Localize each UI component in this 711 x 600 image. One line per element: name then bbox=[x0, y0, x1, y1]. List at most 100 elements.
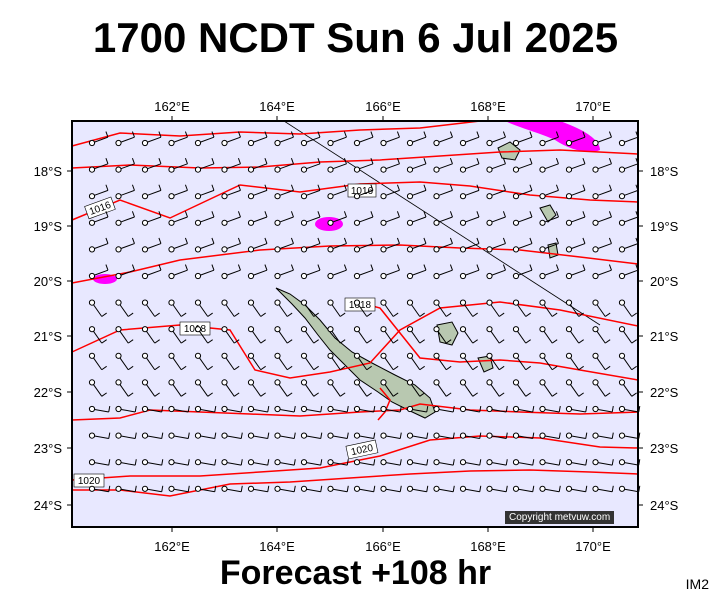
wind-barb bbox=[486, 237, 506, 253]
wind-barb bbox=[88, 264, 109, 280]
wind-barb bbox=[194, 184, 215, 200]
wind-barb bbox=[565, 299, 584, 317]
wind-barb bbox=[406, 237, 427, 253]
wind-barb bbox=[141, 485, 164, 493]
wind-barb bbox=[592, 184, 612, 200]
wind-barb bbox=[380, 432, 402, 440]
lat-tick-label: 24°S bbox=[650, 498, 679, 513]
lat-tick-label: 23°S bbox=[34, 441, 63, 456]
isobar-label: 1018 bbox=[349, 300, 372, 311]
wind-barb bbox=[512, 352, 531, 371]
wind-barb bbox=[115, 485, 137, 493]
wind-barb bbox=[168, 184, 188, 200]
wind-barb bbox=[327, 432, 349, 440]
wind-barb bbox=[459, 485, 482, 493]
wind-barb bbox=[327, 131, 347, 147]
isobar bbox=[71, 244, 639, 284]
wind-barb bbox=[327, 157, 347, 173]
wind-barb bbox=[406, 264, 427, 280]
lon-tick-label: 170°E bbox=[575, 99, 611, 114]
wind-barb bbox=[194, 264, 215, 280]
isobar bbox=[349, 299, 639, 381]
wind-barb bbox=[300, 131, 321, 147]
wind-barb bbox=[486, 379, 505, 397]
wind-barb bbox=[194, 485, 217, 493]
wind-barb bbox=[194, 237, 215, 253]
lon-tick-label: 162°E bbox=[154, 539, 190, 554]
wind-barb bbox=[618, 485, 641, 493]
wind-barb bbox=[327, 352, 346, 371]
wind-barb bbox=[221, 299, 240, 317]
lat-tick-label: 19°S bbox=[650, 219, 679, 234]
wind-barb bbox=[115, 379, 134, 397]
wind-barb bbox=[353, 237, 374, 253]
wind-barb bbox=[512, 157, 533, 173]
wind-barb bbox=[539, 237, 559, 253]
wind-barb bbox=[539, 326, 558, 344]
wind-barb bbox=[406, 131, 427, 147]
wind-barb bbox=[539, 299, 558, 317]
wind-barb bbox=[221, 405, 243, 413]
wind-barb bbox=[327, 299, 346, 317]
lon-tick-label: 164°E bbox=[259, 99, 295, 114]
wind-barb bbox=[221, 237, 241, 253]
wind-barb bbox=[168, 299, 187, 317]
wind-barb bbox=[115, 131, 135, 147]
wind-barb bbox=[88, 184, 109, 200]
wind-barb bbox=[168, 326, 187, 344]
isobar bbox=[71, 149, 639, 169]
wind-barb bbox=[592, 432, 614, 440]
wind-barb bbox=[406, 405, 429, 413]
wind-barb bbox=[300, 326, 319, 344]
wind-barb bbox=[115, 211, 135, 226]
wind-barb bbox=[512, 211, 533, 226]
wind-barb bbox=[141, 352, 160, 371]
wind-barb bbox=[565, 432, 588, 440]
wind-barb bbox=[539, 157, 559, 173]
wind-barb bbox=[247, 299, 266, 317]
wind-barb bbox=[88, 405, 111, 413]
wind-barb bbox=[486, 131, 506, 147]
wind-barb bbox=[380, 237, 400, 253]
wind-barb bbox=[539, 379, 558, 397]
wind-barb bbox=[300, 432, 323, 440]
wind-barb bbox=[459, 405, 482, 413]
wind-barb bbox=[433, 485, 455, 493]
wind-barb bbox=[486, 264, 506, 280]
boundary-line bbox=[283, 120, 601, 326]
wind-barb bbox=[618, 157, 639, 173]
wind-barb bbox=[221, 459, 243, 466]
wind-barb bbox=[194, 352, 213, 371]
corner-label: IM2 bbox=[685, 576, 709, 592]
wind-barb bbox=[459, 326, 478, 344]
wind-barb bbox=[274, 264, 294, 280]
wind-barb bbox=[433, 326, 452, 344]
wind-barb bbox=[618, 459, 641, 466]
wind-barb bbox=[194, 211, 215, 226]
wind-barb bbox=[539, 184, 559, 200]
wind-barb bbox=[380, 299, 399, 317]
wind-barb bbox=[88, 459, 111, 466]
wind-barb bbox=[141, 131, 162, 147]
wind-barb bbox=[88, 157, 109, 173]
lat-tick-label: 21°S bbox=[34, 329, 63, 344]
wind-barb bbox=[274, 157, 294, 173]
isobar bbox=[71, 435, 639, 481]
wind-barb bbox=[512, 184, 533, 200]
wind-barb bbox=[486, 485, 508, 493]
wind-barb bbox=[433, 157, 453, 173]
sea-area bbox=[72, 121, 638, 527]
wind-barb bbox=[274, 405, 296, 413]
wind-barb bbox=[380, 405, 402, 413]
wind-barb bbox=[380, 184, 400, 200]
wind-barb bbox=[486, 211, 506, 226]
island-vanuatu bbox=[539, 204, 557, 223]
wind-barb bbox=[406, 184, 427, 200]
wind-barb bbox=[592, 379, 611, 397]
wind-barb bbox=[353, 379, 372, 397]
wind-barb bbox=[247, 405, 270, 413]
wind-barb bbox=[88, 379, 107, 397]
wind-barb bbox=[618, 184, 639, 200]
lat-tick-label: 20°S bbox=[34, 274, 63, 289]
wind-barb bbox=[168, 432, 190, 440]
